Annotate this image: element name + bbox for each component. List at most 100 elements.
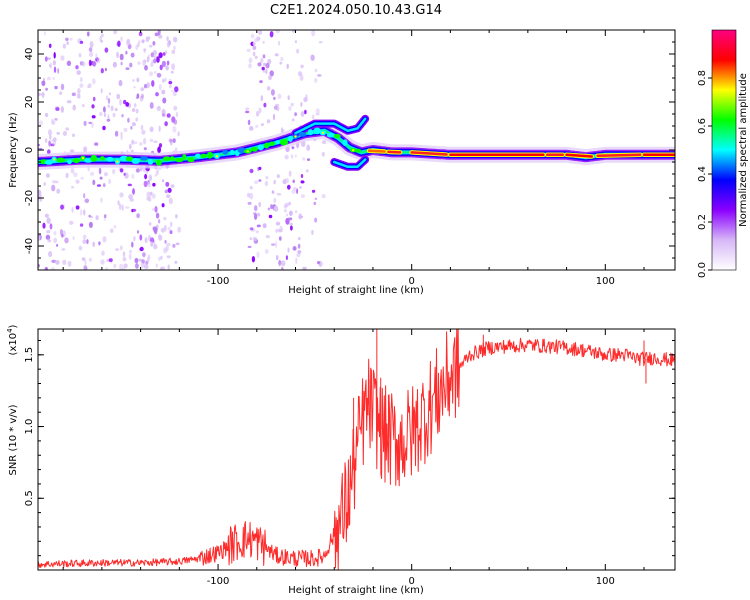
noise-speck	[317, 74, 322, 77]
noise-speck	[121, 204, 124, 211]
ridge-blob	[100, 156, 105, 161]
noise-speck	[245, 107, 250, 110]
noise-speck	[132, 79, 135, 82]
spectrogram-ylabel: Frequency (Hz)	[8, 112, 19, 188]
noise-speck	[106, 259, 109, 262]
noise-speck	[257, 212, 261, 217]
noise-speck	[79, 223, 84, 227]
noise-speck	[311, 230, 314, 235]
noise-speck	[153, 58, 157, 64]
ridge-blob	[269, 141, 275, 146]
noise-speck	[72, 104, 76, 111]
noise-speck	[76, 93, 80, 99]
noise-speck	[143, 137, 147, 145]
noise-speck	[47, 149, 51, 155]
ridge-blob	[72, 158, 81, 164]
noise-speck	[288, 201, 291, 206]
noise-speck	[112, 168, 116, 175]
noise-speck	[123, 263, 128, 269]
noise-speck	[116, 93, 121, 100]
noise-speck	[256, 36, 261, 41]
noise-speck	[49, 133, 52, 140]
noise-speck	[277, 93, 282, 100]
noise-speck	[88, 47, 93, 52]
noise-speck	[247, 119, 251, 126]
spectrogram-panel: -100 0 100 -40 -20 0 20 40 Height of straight l…	[8, 29, 676, 296]
noise-speck	[138, 258, 143, 262]
noise-speck	[159, 64, 163, 71]
noise-speck	[113, 263, 117, 269]
snr-ticks: -100 0 100 0.5 1.0 1.5	[24, 329, 675, 587]
y-tick-label: 0	[24, 147, 35, 153]
noise-speck	[56, 188, 61, 194]
noise-speck	[173, 105, 178, 111]
spectrogram-xlabel: Height of straight line (km)	[288, 285, 424, 296]
noise-speck	[152, 182, 156, 187]
noise-speck	[172, 90, 177, 97]
noise-speck	[262, 223, 267, 229]
ridge-peak	[53, 158, 56, 161]
noise-speck	[148, 222, 152, 226]
noise-speck	[249, 192, 254, 200]
noise-speck	[136, 230, 140, 234]
noise-speck	[276, 192, 282, 196]
noise-speck	[99, 176, 103, 180]
ridge-blob	[313, 127, 322, 135]
x-tick-label: 100	[596, 276, 615, 287]
noise-speck	[127, 183, 132, 187]
noise-speck	[175, 242, 180, 246]
noise-speck	[150, 237, 155, 244]
noise-speck	[103, 214, 107, 219]
noise-speck	[276, 254, 279, 261]
noise-speck	[39, 197, 43, 202]
noise-speck	[89, 171, 95, 176]
noise-speck	[286, 63, 289, 69]
noise-speck	[278, 236, 282, 241]
noise-speck	[98, 167, 102, 175]
noise-speck	[48, 251, 53, 258]
noise-speck	[62, 43, 66, 49]
noise-speck	[248, 57, 253, 64]
noise-speck	[289, 222, 293, 226]
noise-speck	[250, 33, 255, 39]
noise-speck	[125, 67, 130, 70]
noise-speck	[260, 57, 264, 64]
noise-speck	[294, 210, 298, 214]
ridge-blob	[131, 158, 140, 164]
noise-speck	[154, 32, 159, 37]
noise-speck	[87, 31, 90, 37]
noise-speck	[83, 265, 88, 270]
noise-speck	[136, 213, 140, 219]
noise-speck	[292, 30, 296, 33]
noise-speck	[122, 251, 126, 257]
ridge-blob	[264, 142, 270, 149]
noise-speck	[269, 70, 274, 77]
noise-speck	[127, 117, 130, 123]
noise-speck	[292, 246, 297, 251]
noise-speck	[144, 65, 148, 71]
noise-speck	[175, 214, 178, 219]
noise-speck	[128, 194, 133, 200]
noise-speck	[39, 120, 43, 126]
noise-speck	[133, 103, 137, 108]
noise-speck	[302, 157, 306, 161]
noise-speck	[162, 97, 167, 104]
noise-speck	[172, 125, 177, 133]
noise-speck	[166, 36, 169, 42]
noise-speck	[171, 89, 174, 93]
noise-speck	[45, 234, 51, 240]
noise-speck	[56, 132, 60, 135]
noise-speck	[113, 225, 117, 229]
noise-speck	[75, 65, 79, 70]
noise-speck	[300, 180, 305, 184]
noise-speck	[130, 126, 133, 130]
noise-speck	[166, 242, 171, 247]
noise-speck	[314, 77, 318, 83]
noise-speck	[311, 114, 315, 120]
noise-speck	[120, 36, 123, 42]
noise-speck	[100, 88, 103, 94]
noise-speck	[252, 41, 256, 46]
noise-speck	[133, 236, 136, 242]
noise-speck	[46, 57, 51, 60]
noise-speck	[128, 253, 132, 260]
